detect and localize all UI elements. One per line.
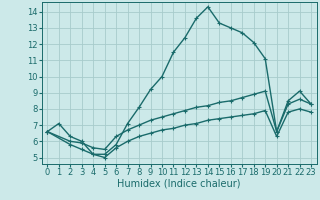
X-axis label: Humidex (Indice chaleur): Humidex (Indice chaleur) [117, 179, 241, 189]
